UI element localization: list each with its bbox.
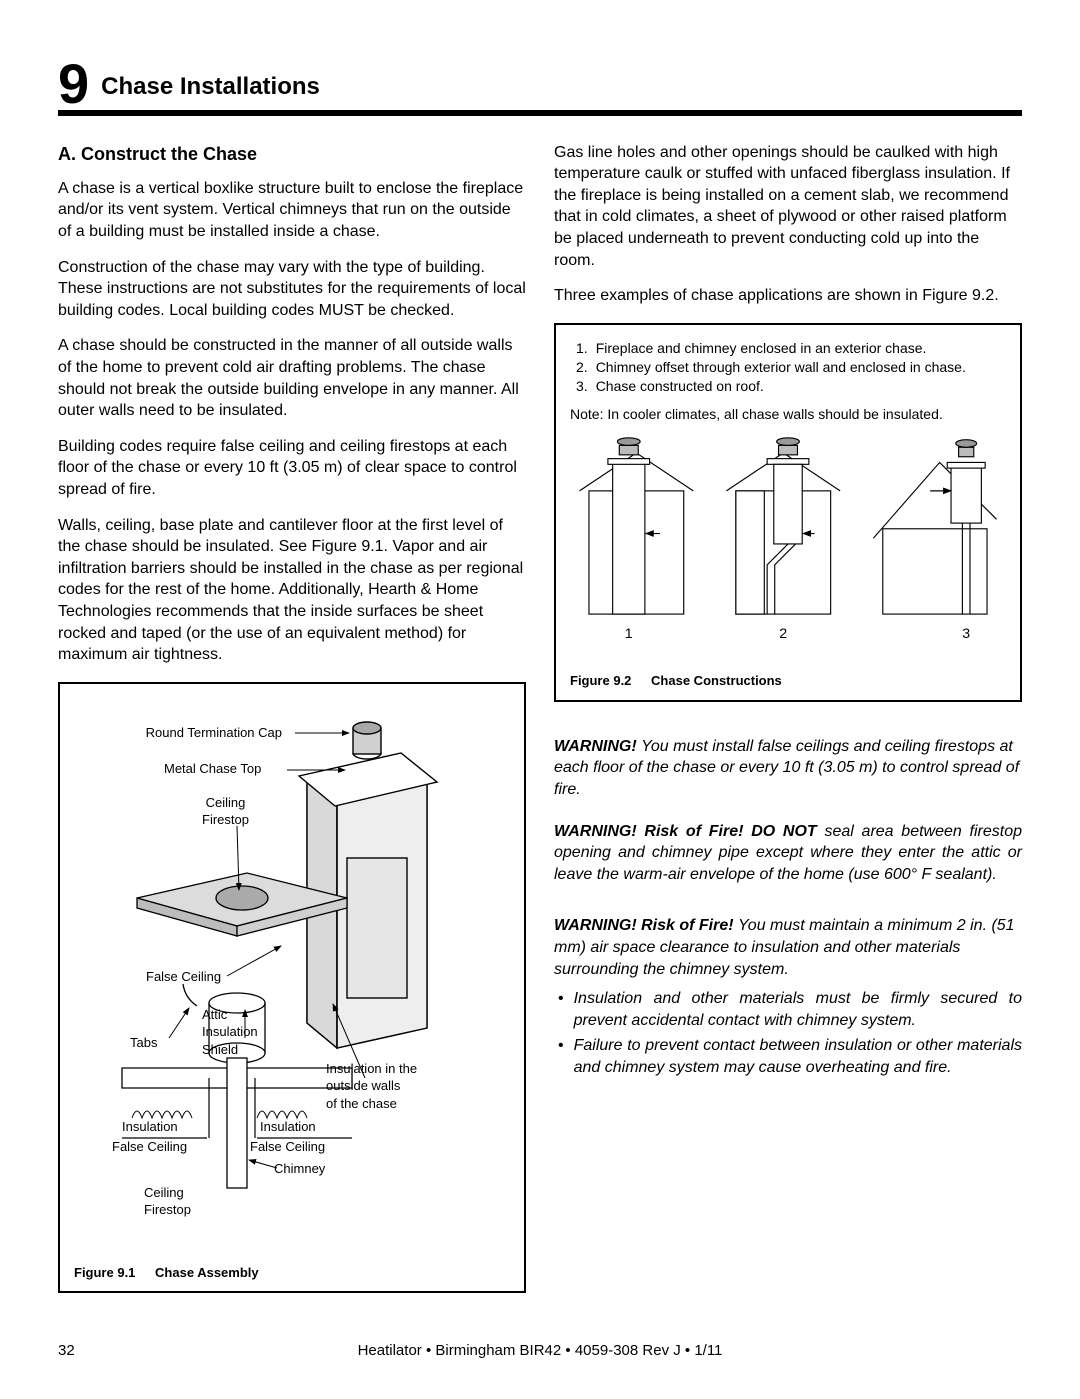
right-p2: Three examples of chase applications are… (554, 285, 1022, 307)
fig92-list-2-text: Chimney offset through exterior wall and… (596, 358, 966, 377)
figure-9-2-svg: 1 2 3 (570, 428, 1006, 658)
figure-9-2-caption: Figure 9.2 Chase Constructions (570, 672, 1006, 690)
warning-2: WARNING! Risk of Fire! DO NOT seal area … (554, 821, 1022, 886)
fig92-list-1: 1.Fireplace and chimney enclosed in an e… (576, 339, 1006, 358)
fig91-label-metal-chase-top: Metal Chase Top (164, 760, 261, 778)
figure-9-1-caption-text: Chase Assembly (155, 1265, 259, 1280)
footer-center: Heatilator • Birmingham BIR42 • 4059-308… (118, 1341, 962, 1361)
figure-9-2-list: 1.Fireplace and chimney enclosed in an e… (570, 339, 1006, 396)
fig91-label-round-cap: Round Termination Cap (112, 724, 282, 742)
warning-1: WARNING! You must install false ceilings… (554, 736, 1022, 801)
fig92-list-3-text: Chase constructed on roof. (596, 377, 764, 396)
fig92-list-2: 2.Chimney offset through exterior wall a… (576, 358, 1006, 377)
fig91-label-false-ceiling-mid: False Ceiling (146, 968, 221, 986)
fig92-list-3: 3.Chase constructed on roof. (576, 377, 1006, 396)
page-footer: 32 Heatilator • Birmingham BIR42 • 4059-… (58, 1341, 1022, 1361)
warning-3: WARNING! Risk of Fire! You must maintain… (554, 915, 1022, 980)
figure-9-1: Round Termination Cap Metal Chase Top Ce… (58, 682, 526, 1294)
warning-3-bullet-1: Insulation and other materials must be f… (558, 988, 1022, 1031)
section-a-p5: Walls, ceiling, base plate and cantileve… (58, 515, 526, 666)
figure-9-1-caption-label: Figure 9.1 (74, 1264, 135, 1282)
right-p1: Gas line holes and other openings should… (554, 142, 1022, 272)
figure-9-1-image: Round Termination Cap Metal Chase Top Ce… (74, 698, 510, 1258)
figure-9-2-note: Note: In cooler climates, all chase wall… (570, 405, 1006, 424)
left-column: A. Construct the Chase A chase is a vert… (58, 142, 526, 1308)
page-number: 32 (58, 1341, 118, 1361)
fig92-list-1-text: Fireplace and chimney enclosed in an ext… (596, 339, 927, 358)
fig91-label-ceiling-firestop-top: Ceiling Firestop (202, 794, 249, 829)
fig91-label-ins-walls: Insulation in the outside walls of the c… (326, 1060, 417, 1113)
fig91-label-chimney: Chimney (274, 1160, 325, 1178)
warning-3-bullets: Insulation and other materials must be f… (554, 988, 1022, 1078)
fig91-label-insulation-l: Insulation (122, 1118, 178, 1136)
warning-3-bullet-1-text: Insulation and other materials must be f… (574, 988, 1022, 1031)
fig91-label-false-ceiling-l: False Ceiling (112, 1138, 187, 1156)
warning-3-bullet-2-text: Failure to prevent contact between insul… (574, 1035, 1022, 1078)
section-a-heading: A. Construct the Chase (58, 142, 526, 166)
fig91-label-false-ceiling-r: False Ceiling (250, 1138, 325, 1156)
warning-3-bullet-2: Failure to prevent contact between insul… (558, 1035, 1022, 1078)
fig92-num-2: 2 (779, 626, 787, 642)
section-a-p1: A chase is a vertical boxlike structure … (58, 178, 526, 243)
section-a-p4: Building codes require false ceiling and… (58, 436, 526, 501)
section-a-p2: Construction of the chase may vary with … (58, 257, 526, 322)
warning-1-lead: WARNING! (554, 738, 641, 755)
section-a-p3: A chase should be constructed in the man… (58, 335, 526, 421)
fig92-num-3: 3 (962, 626, 970, 642)
fig91-label-ceiling-firestop-bot: Ceiling Firestop (144, 1184, 191, 1219)
two-column-layout: A. Construct the Chase A chase is a vert… (58, 142, 1022, 1308)
warning-3-lead: WARNING! Risk of Fire! (554, 917, 738, 934)
chapter-number: 9 (58, 60, 87, 108)
chapter-title: Chase Installations (101, 71, 320, 107)
fig91-label-attic-ins-shield: Attic Insulation Shield (202, 1006, 258, 1059)
right-column: Gas line holes and other openings should… (554, 142, 1022, 1308)
fig91-label-tabs: Tabs (130, 1034, 157, 1052)
warning-2-lead: WARNING! Risk of Fire! DO NOT (554, 823, 824, 840)
figure-9-2: 1.Fireplace and chimney enclosed in an e… (554, 323, 1022, 702)
chapter-header: 9 Chase Installations (58, 60, 1022, 116)
fig92-num-1: 1 (625, 626, 633, 642)
figure-9-2-caption-label: Figure 9.2 (570, 672, 631, 690)
figure-9-2-caption-text: Chase Constructions (651, 673, 782, 688)
fig91-label-insulation-r: Insulation (260, 1118, 316, 1136)
figure-9-1-caption: Figure 9.1 Chase Assembly (74, 1264, 510, 1282)
